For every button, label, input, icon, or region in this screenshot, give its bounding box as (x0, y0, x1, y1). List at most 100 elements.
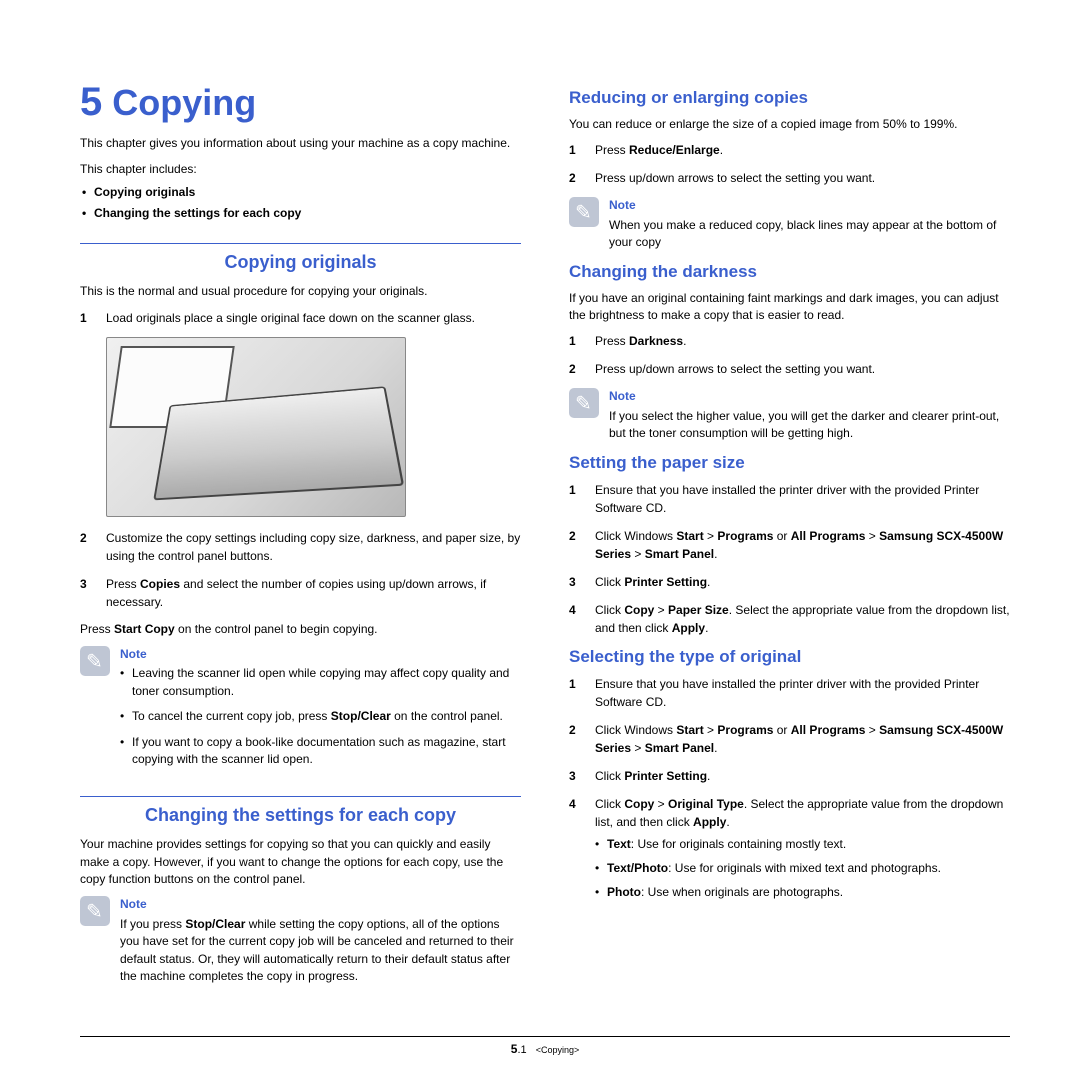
note-icon (569, 388, 599, 418)
t: > (704, 529, 718, 543)
t: or (773, 723, 790, 737)
t: Stop/Clear (185, 917, 245, 931)
t: . (707, 769, 710, 783)
t: Click (595, 603, 624, 617)
note-icon (80, 896, 110, 926)
t: Apply (693, 815, 726, 829)
bullet: Text/Photo: Use for originals with mixed… (595, 859, 1010, 877)
sec1-steps: Load originals place a single original f… (80, 309, 521, 327)
note-body: Note Leaving the scanner lid open while … (120, 646, 521, 776)
sec2-note: Note If you press Stop/Clear while setti… (80, 896, 521, 985)
t: Press (595, 143, 629, 157)
orig-steps: Ensure that you have installed the print… (569, 675, 1010, 901)
press-start: Press Start Copy on the control panel to… (80, 621, 521, 638)
step: Press up/down arrows to select the setti… (569, 169, 1010, 187)
orig-type-bullets: Text: Use for originals containing mostl… (595, 835, 1010, 901)
dark-note: Note If you select the higher value, you… (569, 388, 1010, 442)
t: Reduce/Enlarge (629, 143, 720, 157)
t: . (683, 334, 686, 348)
t: : Use for originals containing mostly te… (631, 837, 846, 851)
t: Press (80, 622, 114, 636)
note-item: Leaving the scanner lid open while copyi… (120, 665, 521, 700)
bullet: Photo: Use when originals are photograph… (595, 883, 1010, 901)
t: Paper Size (668, 603, 729, 617)
chapter-title: 5 Copying (80, 80, 521, 125)
note-text: If you select the higher value, you will… (609, 408, 1010, 443)
t: Start (676, 723, 703, 737)
t: . (720, 143, 723, 157)
paper-steps: Ensure that you have installed the print… (569, 481, 1010, 637)
note-item: To cancel the current copy job, press St… (120, 708, 521, 725)
t: Printer Setting (624, 575, 707, 589)
sec1-intro: This is the normal and usual procedure f… (80, 283, 521, 300)
chapter-intro: This chapter gives you information about… (80, 135, 521, 152)
step: Ensure that you have installed the print… (569, 481, 1010, 517)
step: Ensure that you have installed the print… (569, 675, 1010, 711)
t: Apply (672, 621, 705, 635)
t: Text/Photo (607, 861, 668, 875)
t: Click (595, 797, 624, 811)
t: > (865, 723, 879, 737)
t: : Use when originals are photographs. (641, 885, 843, 899)
t: : Use for originals with mixed text and … (668, 861, 941, 875)
note-title: Note (120, 896, 521, 913)
note-title: Note (609, 197, 1010, 214)
t: . (714, 741, 717, 755)
note-text: When you make a reduced copy, black line… (609, 217, 1010, 252)
t: Photo (607, 885, 641, 899)
t: Programs (717, 529, 773, 543)
note-body: Note When you make a reduced copy, black… (609, 197, 1010, 251)
scanner-illustration (106, 337, 406, 517)
t: . (705, 621, 708, 635)
t: Darkness (629, 334, 683, 348)
t: Click Windows (595, 723, 676, 737)
t: All Programs (791, 723, 866, 737)
page-content: 5 Copying This chapter gives you informa… (80, 80, 1010, 995)
t: on the control panel to begin copying. (175, 622, 378, 636)
t: Press (595, 334, 629, 348)
section-copying-originals: Copying originals (80, 243, 521, 273)
note-body: Note If you select the higher value, you… (609, 388, 1010, 442)
note-body: Note If you press Stop/Clear while setti… (120, 896, 521, 985)
t: Copy (624, 603, 654, 617)
t: Click Windows (595, 529, 676, 543)
sec1-step1: Load originals place a single original f… (80, 309, 521, 327)
sec1-steps-cont: Customize the copy settings including co… (80, 529, 521, 611)
t: > (865, 529, 879, 543)
footer-label: <Copying> (536, 1045, 580, 1055)
sec2-intro: Your machine provides settings for copyi… (80, 836, 521, 888)
section-reduce-enlarge: Reducing or enlarging copies (569, 88, 1010, 108)
includes-label: This chapter includes: (80, 162, 521, 176)
note-title: Note (120, 646, 521, 663)
t: All Programs (791, 529, 866, 543)
t: Click (595, 769, 624, 783)
sec1-step3: Press Copies and select the number of co… (80, 575, 521, 611)
left-column: 5 Copying This chapter gives you informa… (80, 80, 521, 995)
t: Text (607, 837, 631, 851)
t: Start (676, 529, 703, 543)
footer-page: .1 (517, 1044, 526, 1056)
t: If you press (120, 917, 185, 931)
t: > (631, 741, 645, 755)
chapter-number: 5 (80, 80, 102, 124)
t: To cancel the current copy job, press (132, 709, 331, 723)
t: > (631, 547, 645, 561)
step: Click Copy > Original Type. Select the a… (569, 795, 1010, 901)
t: Start Copy (114, 622, 175, 636)
step: Press Darkness. (569, 332, 1010, 350)
t: or (773, 529, 790, 543)
step: Click Copy > Paper Size. Select the appr… (569, 601, 1010, 637)
step: Click Printer Setting. (569, 573, 1010, 591)
reduce-intro: You can reduce or enlarge the size of a … (569, 116, 1010, 133)
toc-item-2: Changing the settings for each copy (80, 203, 521, 223)
t: . (726, 815, 729, 829)
section-original-type: Selecting the type of original (569, 647, 1010, 667)
step: Click Printer Setting. (569, 767, 1010, 785)
t: > (654, 603, 668, 617)
t: . (707, 575, 710, 589)
chapter-name: Copying (112, 82, 256, 123)
t: > (704, 723, 718, 737)
note-title: Note (609, 388, 1010, 405)
t: Programs (717, 723, 773, 737)
bullet: Text: Use for originals containing mostl… (595, 835, 1010, 853)
